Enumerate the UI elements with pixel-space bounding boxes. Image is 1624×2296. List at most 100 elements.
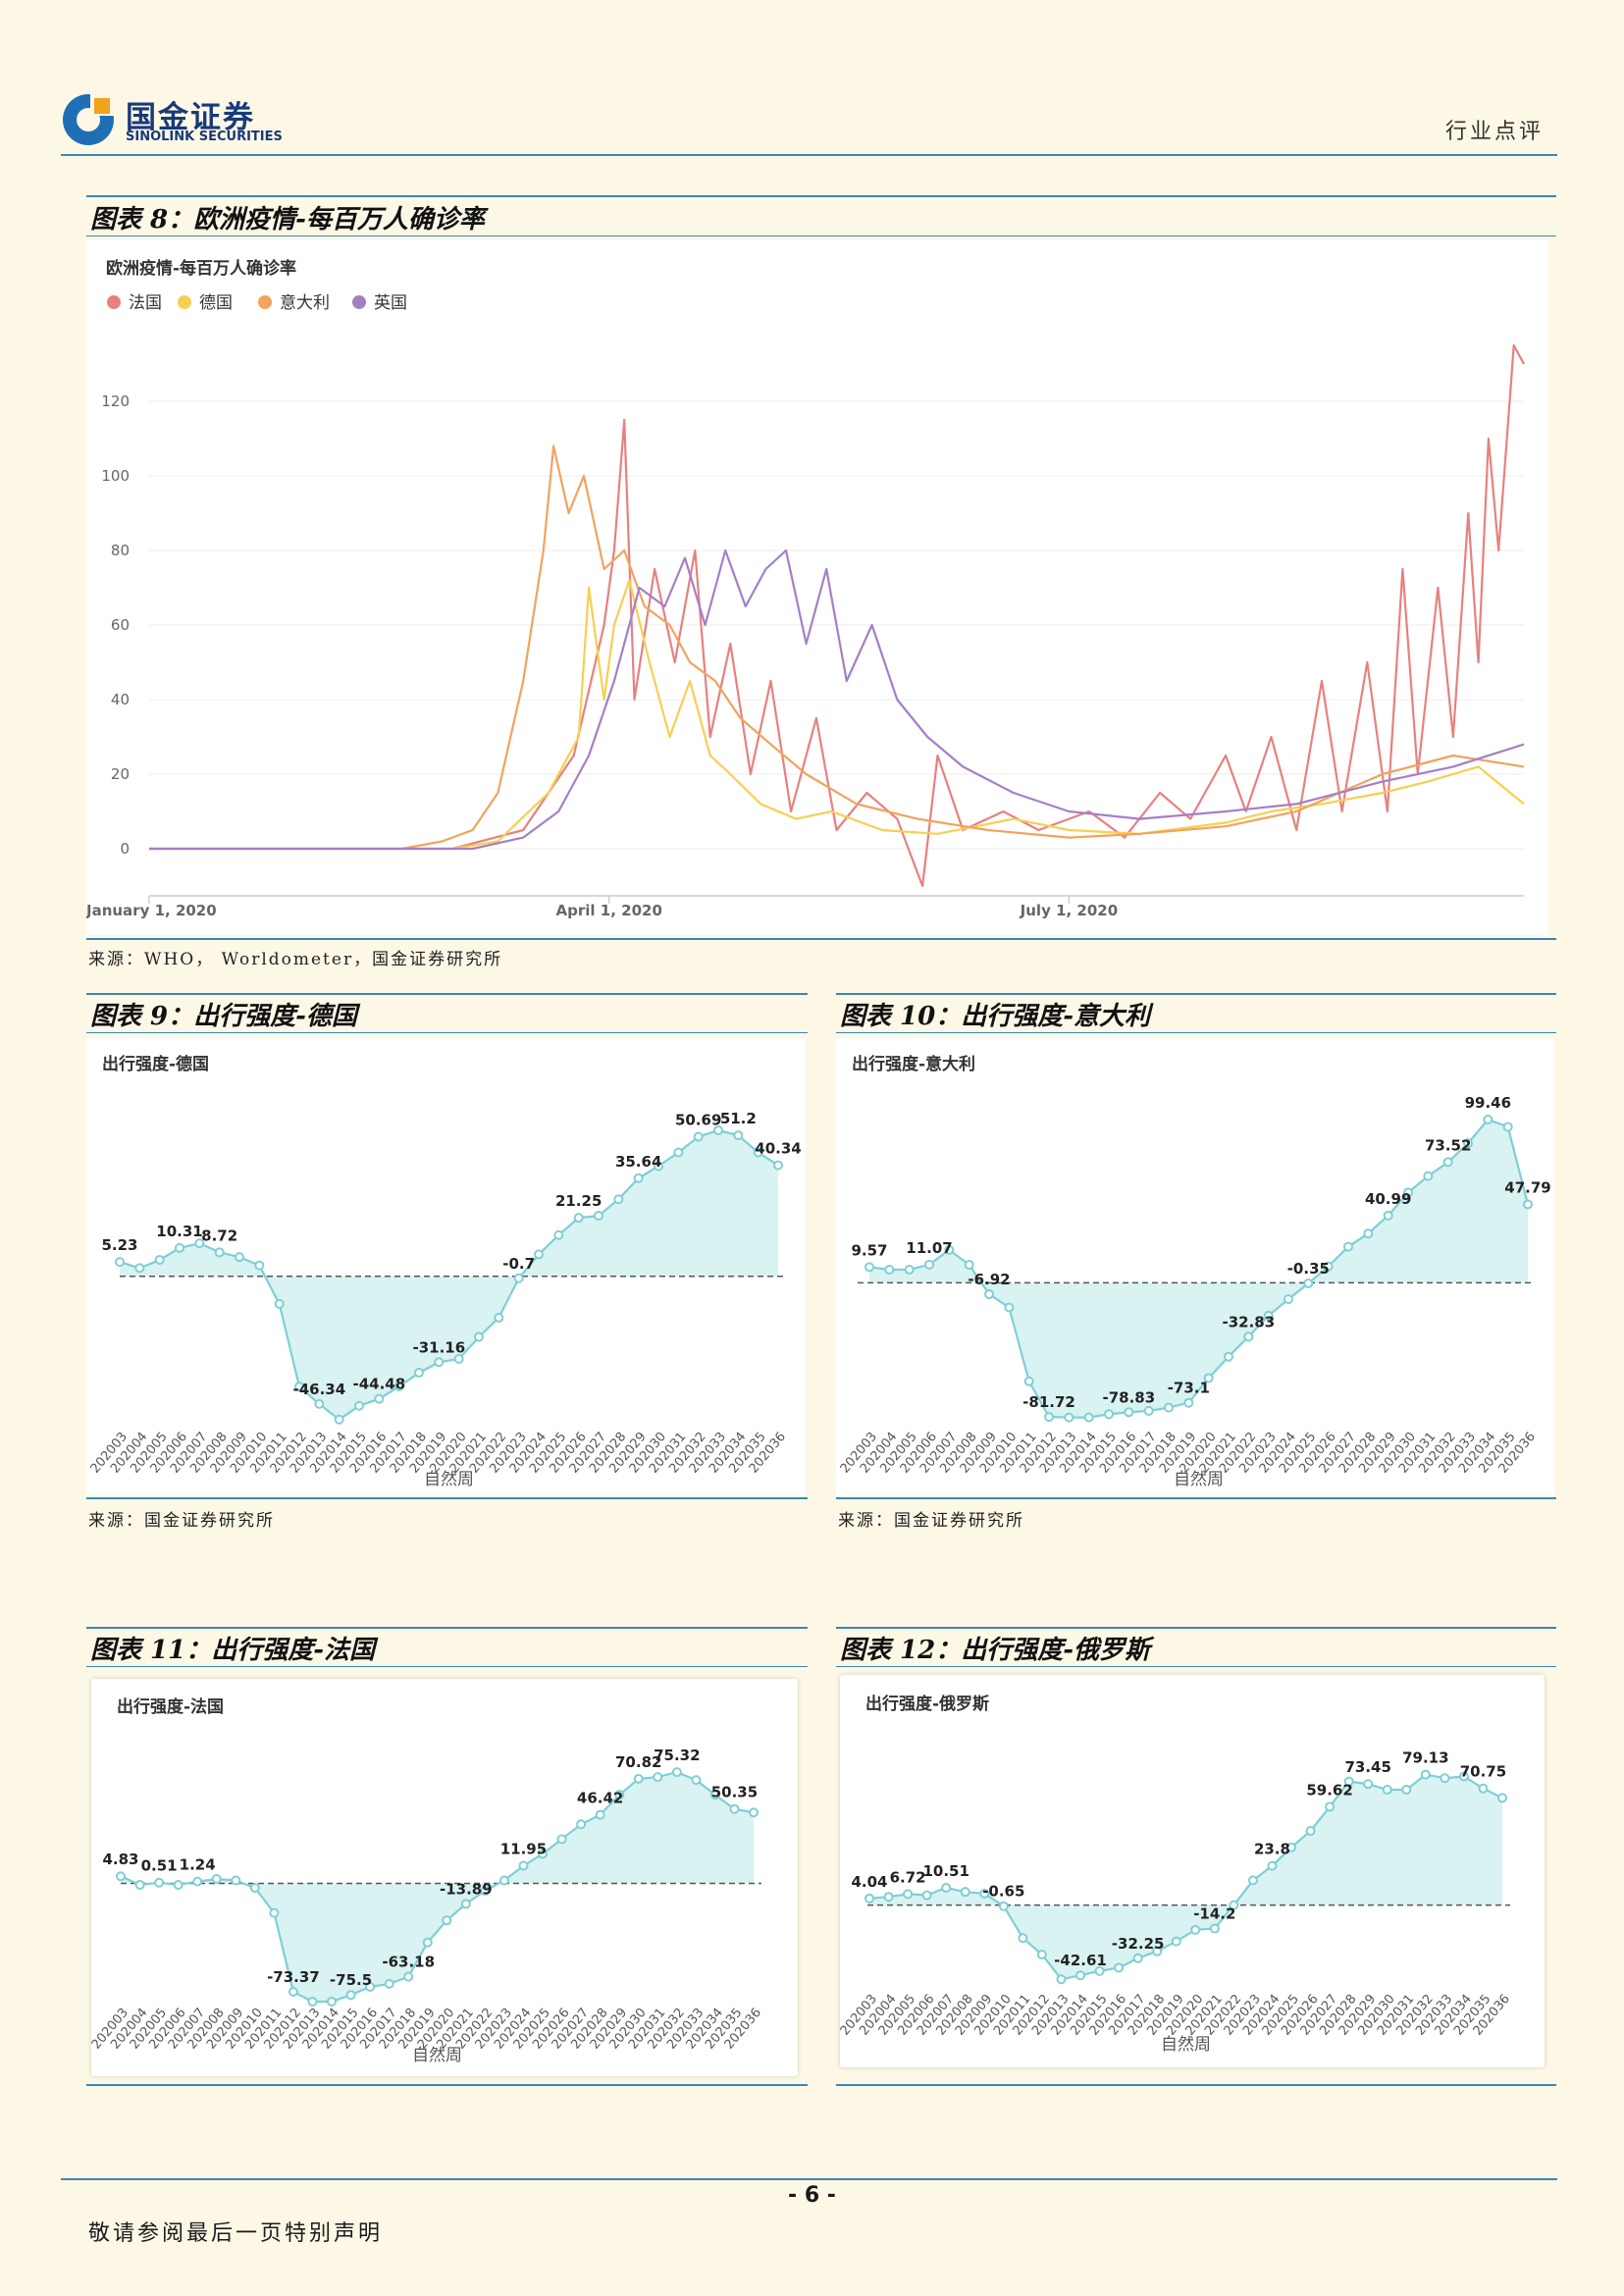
fig9-area-chart: 出行强度-德国 5.23 10.318.72 -46.34 -44.48 -31.16 -0… [88,1054,802,1489]
data-label: -81.72 [1022,1393,1075,1411]
area-fill [121,1772,754,2002]
data-point [294,1382,304,1392]
data-point [614,1790,625,1800]
fig8-caption-rule [86,235,1556,236]
fig9-caption: 图表 9：出行强度-德国 [90,1002,357,1031]
data-point [673,1147,684,1158]
data-point [422,1937,433,1948]
chart-title: 出行强度-意大利 [852,1054,975,1074]
data-label: 4.04 [851,1873,887,1891]
x-tick-label: April 1, 2020 [556,902,662,919]
fig11-top-rule [86,1627,808,1629]
data-point [1343,1776,1354,1787]
data-point [327,1996,337,2007]
fig12-chart-panel: 出行强度-俄罗斯 4.04 6.72 10.51 -0.65 -42.61 -32.25 -1… [838,1675,1545,2067]
document-type: 行业点评 [1444,120,1544,144]
data-point [173,1880,183,1891]
y-tick-label: 120 [101,392,130,410]
data-point [518,1860,529,1871]
data-point [1401,1784,1412,1795]
fig12-caption: 图表 12：出行强度-俄罗斯 [840,1636,1151,1665]
data-point [494,1312,504,1323]
data-point [1286,1842,1296,1852]
data-label: 99.46 [1465,1094,1511,1112]
page-number: - 6 - [788,2183,836,2208]
series-line [149,548,1525,851]
data-point [576,1819,587,1830]
data-point [671,1767,682,1778]
data-point [534,1249,544,1260]
x-axis-title: 自然周 [412,2046,462,2065]
y-tick-label: 100 [101,467,130,485]
data-point [374,1393,385,1404]
data-label: 50.35 [711,1784,758,1801]
y-tick-label: 40 [111,691,130,708]
data-label: -32.83 [1222,1313,1275,1331]
series-line [149,343,1525,888]
data-point [354,1400,364,1411]
legend-item: 英国 [374,293,407,313]
x-tick-label: July 1, 2020 [1020,902,1119,919]
data-point [460,1899,471,1909]
data-point [1064,1412,1074,1423]
data-point [154,1254,165,1265]
data-point [1325,1801,1336,1812]
data-point [1164,1402,1174,1413]
fig8-source: 来源：WHO， Worldometer，国金证券研究所 [88,950,503,969]
data-point [1243,1331,1254,1342]
fig10-caption: 图表 10：出行强度-意大利 [840,1002,1151,1031]
data-point [192,1876,203,1887]
data-point [553,1229,564,1240]
data-point [693,1131,704,1142]
x-axis-title: 自然周 [424,1470,474,1489]
data-label: 4.83 [102,1851,138,1868]
series-line [149,579,1525,851]
data-point [314,1398,325,1409]
data-label: 40.34 [755,1140,801,1158]
data-point [1018,1933,1028,1944]
data-point [1283,1294,1293,1305]
series-line [868,1118,1530,1419]
data-label: 9.57 [851,1241,887,1259]
y-tick-label: 0 [120,840,130,858]
data-point [134,1880,145,1891]
data-label: 59.62 [1306,1781,1352,1799]
data-point [594,1211,603,1222]
data-point [1036,1950,1047,1960]
data-label: 5.23 [101,1236,137,1254]
data-label: 8.72 [201,1226,237,1244]
fig9-top-rule [86,993,808,995]
data-point [633,1173,644,1183]
data-point [453,1354,464,1365]
data-label: 47.79 [1504,1178,1550,1196]
data-point [960,1887,970,1898]
data-point [944,1244,955,1255]
area-fill [869,1120,1528,1418]
data-point [1056,1974,1067,1985]
data-point [214,1247,225,1258]
data-label: 73.45 [1344,1758,1390,1776]
data-point [393,1382,404,1392]
data-point [434,1357,445,1368]
data-point [1442,1157,1453,1168]
data-point [1497,1793,1507,1803]
data-point [1440,1773,1450,1784]
data-point [288,1986,298,1997]
data-point [1004,1302,1015,1313]
data-label: 70.82 [615,1753,661,1771]
fig10-caption-rule [836,1032,1556,1033]
data-label: -0.65 [982,1883,1024,1901]
logo-en-text: SINOLINK SECURITIES [126,130,283,144]
data-point [442,1915,452,1926]
fig8-top-rule [86,195,1556,197]
data-point [1247,1875,1258,1886]
data-point [513,1273,524,1283]
fig12-top-rule [836,1627,1556,1629]
data-label: 6.72 [890,1868,926,1886]
fig11-bottom-rule [86,2084,808,2086]
data-point [691,1775,702,1786]
data-point [1382,1784,1392,1795]
data-point [1224,1351,1233,1362]
data-label: -73.1 [1168,1380,1210,1397]
